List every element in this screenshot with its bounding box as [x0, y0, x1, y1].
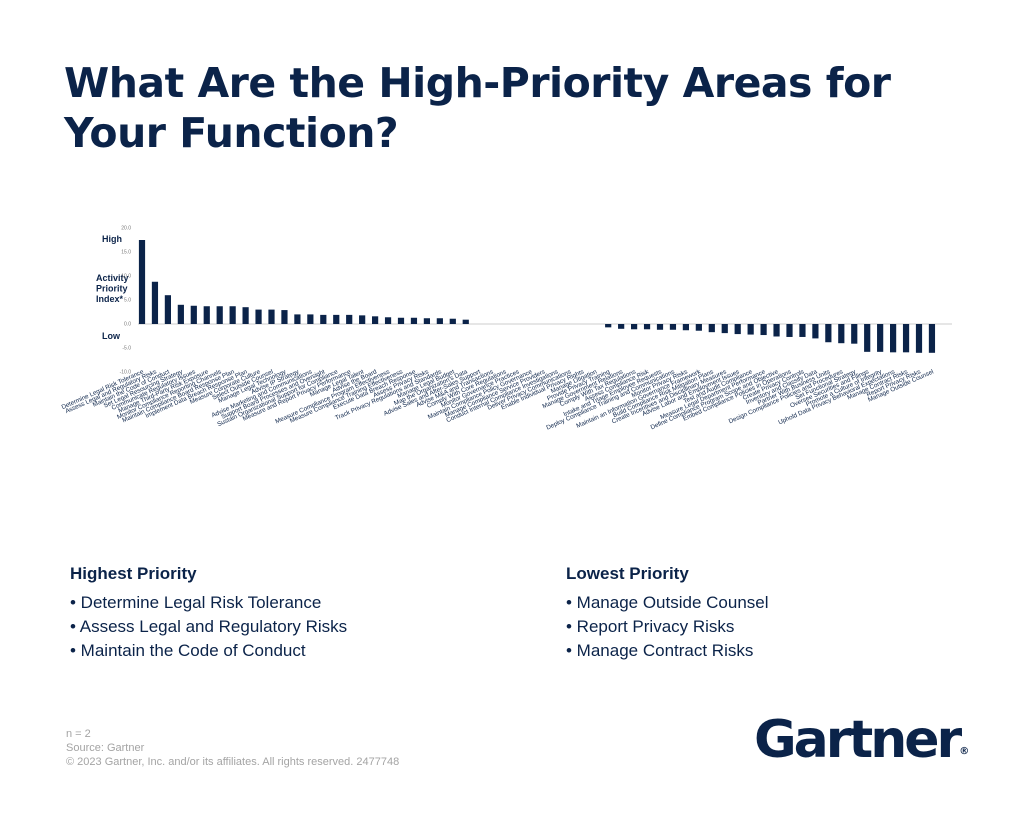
bar — [151, 281, 159, 324]
y-tick-label: 15.0 — [121, 250, 131, 256]
bar — [255, 309, 262, 324]
y-axis-title-line: Index* — [96, 294, 124, 304]
list-item: • Assess Legal and Regulatory Risks — [70, 617, 348, 636]
y-axis-title: Activity Priority Index* — [96, 273, 129, 304]
y-label-high: High — [102, 234, 122, 244]
bar — [216, 306, 223, 324]
bar — [773, 324, 780, 337]
page-title: What Are the High-Priority Areas for You… — [64, 59, 891, 157]
bar — [902, 324, 910, 353]
bar — [333, 314, 340, 324]
y-tick-label: -5.0 — [122, 346, 131, 352]
y-tick-label: 20.0 — [121, 226, 131, 232]
bar — [164, 295, 171, 324]
y-axis-ticks: 20.0 15.0 10.0 5.0 0.0 -5.0 -10.0 — [120, 226, 132, 376]
y-label-low: Low — [102, 331, 121, 341]
list-item: • Determine Legal Risk Tolerance — [70, 593, 322, 612]
gartner-logo: Gartner® — [754, 708, 969, 784]
bar — [281, 310, 288, 324]
bar — [799, 324, 806, 337]
source-note: Source: Gartner — [66, 742, 145, 754]
highest-priority-block: Highest Priority • Determine Legal Risk … — [70, 563, 347, 663]
highest-priority-heading: Highest Priority — [70, 564, 197, 583]
bar — [268, 309, 275, 324]
bar — [397, 317, 405, 324]
bars — [138, 240, 936, 353]
y-axis-title-line: Priority — [96, 284, 128, 294]
bar — [190, 305, 197, 324]
bar — [825, 324, 832, 343]
bar — [307, 314, 314, 324]
bar — [436, 318, 443, 324]
bar — [320, 314, 327, 324]
activity-priority-bar-chart: High Activity Priority Index* Low 20.0 15.0 10… — [61, 226, 952, 432]
bar — [669, 324, 677, 330]
bar — [864, 324, 871, 352]
bar — [631, 324, 638, 330]
bar — [359, 315, 366, 324]
footer: n = 2 Source: Gartner © 2023 Gartner, In… — [66, 727, 399, 769]
bar — [760, 324, 767, 336]
list-item: • Maintain the Code of Conduct — [70, 641, 306, 660]
bar — [747, 324, 754, 335]
bar — [915, 324, 923, 353]
bar — [786, 324, 793, 337]
y-tick-label: 0.0 — [124, 322, 131, 328]
registered-mark: ® — [959, 746, 970, 757]
bar — [410, 317, 418, 324]
highest-priority-list: • Determine Legal Risk Tolerance • Asses… — [70, 591, 347, 663]
y-axis-side-labels: High Activity Priority Index* Low — [96, 234, 129, 341]
list-item: • Report Privacy Risks — [566, 617, 735, 636]
list-item: • Manage Outside Counsel — [566, 593, 769, 612]
bar — [229, 306, 236, 324]
y-tick-label: 10.0 — [121, 274, 131, 280]
sample-size: n = 2 — [66, 728, 91, 740]
bar — [462, 319, 469, 324]
y-axis-title-line: Activity — [96, 273, 129, 283]
list-item: • Manage Contract Risks — [566, 641, 754, 660]
bar — [708, 324, 715, 333]
bar — [605, 324, 612, 328]
bar — [890, 324, 897, 353]
bar — [851, 324, 858, 344]
bar — [203, 306, 210, 324]
bar — [877, 324, 884, 352]
bar — [838, 324, 845, 344]
bar — [138, 240, 146, 324]
bar — [618, 324, 625, 329]
bar — [682, 324, 689, 331]
bar — [384, 317, 392, 324]
bar — [242, 307, 249, 324]
lowest-priority-heading: Lowest Priority — [566, 564, 689, 583]
lowest-priority-list: • Manage Outside Counsel • Report Privac… — [566, 591, 769, 663]
bar — [449, 318, 456, 324]
bar — [372, 316, 379, 324]
copyright-note: © 2023 Gartner, Inc. and/or its affiliat… — [66, 756, 400, 768]
bar — [812, 324, 819, 339]
lowest-priority-block: Lowest Priority • Manage Outside Counsel… — [566, 563, 769, 663]
logo-text: Gartner — [754, 710, 962, 770]
bar — [695, 324, 702, 331]
bar — [346, 314, 353, 324]
bar — [734, 324, 741, 335]
bar — [177, 304, 184, 324]
y-tick-label: 5.0 — [124, 298, 131, 304]
bar — [643, 324, 651, 330]
bar — [294, 314, 301, 324]
bar — [928, 324, 936, 353]
bar — [721, 324, 728, 334]
bar — [656, 324, 664, 330]
y-tick-label: -10.0 — [120, 370, 132, 376]
bar — [423, 318, 430, 324]
